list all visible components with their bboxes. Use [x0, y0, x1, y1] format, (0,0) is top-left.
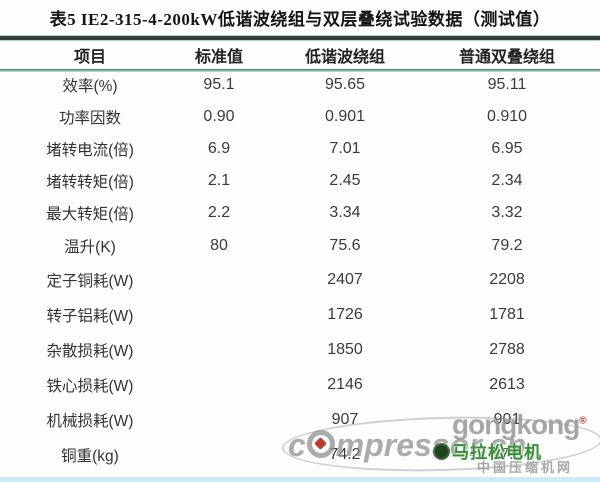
row-low-harmonic-value: 907 — [331, 410, 359, 428]
table-row: 堵转转矩(倍) 2.1 2.45 2.34 — [0, 165, 600, 197]
table-row: 转子铝耗(W) 1726 1781 — [0, 297, 600, 332]
table-row: 功率因数 0.90 0.901 0.910 — [0, 101, 600, 133]
row-double-lap-value: 95.11 — [487, 76, 527, 93]
row-double-lap-value: 2788 — [489, 340, 525, 358]
row-item-label: 铜重(kg) — [61, 447, 119, 465]
test-data-table: 项目 标准值 低谐波绕组 普通双叠绕组 效率(%) 95.1 95.65 95.… — [0, 41, 600, 472]
row-standard-value — [180, 332, 258, 367]
row-item-label: 效率(%) — [62, 78, 118, 95]
col-header-standard: 标准值 — [194, 49, 243, 66]
row-item-label: 杂散损耗(W) — [46, 342, 134, 360]
row-standard-value — [180, 262, 258, 297]
row-standard-value — [180, 402, 258, 437]
table-row: 效率(%) 95.1 95.65 95.11 — [0, 69, 600, 101]
table-row: 最大转矩(倍) 2.2 3.34 3.32 — [0, 197, 600, 229]
row-low-harmonic-value: 2407 — [327, 270, 363, 288]
row-standard-value: 0.90 — [203, 108, 235, 125]
table-row: 温升(K) 80 75.6 79.2 — [0, 229, 600, 262]
row-low-harmonic-value: 1726 — [327, 305, 363, 323]
table-header-rule — [0, 69, 600, 72]
row-standard-value: 80 — [210, 236, 228, 254]
row-item-label: 转子铝耗(W) — [46, 307, 134, 325]
row-low-harmonic-value: 2.45 — [329, 172, 361, 189]
row-double-lap-value: 79.2 — [491, 236, 523, 254]
row-standard-value — [180, 297, 258, 332]
table-row: 铜重(kg) 74.2 87.6 — [0, 437, 600, 472]
row-low-harmonic-value: 1850 — [327, 340, 363, 358]
row-low-harmonic-value: 95.65 — [324, 76, 366, 93]
table-row: 定子铜耗(W) 2407 2208 — [0, 262, 600, 297]
row-item-label: 机械损耗(W) — [46, 412, 134, 430]
row-low-harmonic-value: 75.6 — [329, 236, 361, 254]
row-item-label: 定子铜耗(W) — [46, 272, 134, 290]
row-low-harmonic-value: 0.901 — [324, 108, 366, 125]
row-double-lap-value: 0.910 — [486, 108, 528, 125]
table-row: 杂散损耗(W) 1850 2788 — [0, 332, 600, 367]
row-double-lap-value: 3.32 — [491, 204, 523, 221]
row-item-label: 堵转转矩(倍) — [46, 174, 134, 191]
row-standard-value: 95.1 — [203, 76, 235, 93]
row-standard-value — [180, 367, 258, 402]
row-low-harmonic-value: 2146 — [327, 375, 363, 393]
bottom-edge-strip — [0, 477, 600, 482]
table-top-rule — [0, 35, 600, 41]
col-header-double-lap: 普通双叠绕组 — [458, 49, 555, 66]
row-standard-value — [180, 437, 258, 472]
table-title: 表5 IE2-315-4-200kW低谐波绕组与双层叠绕试验数据（测试值） — [49, 10, 551, 29]
row-low-harmonic-value: 74.2 — [329, 445, 361, 463]
row-double-lap-value: 1781 — [489, 305, 525, 323]
row-item-label: 堵转电流(倍) — [46, 142, 134, 159]
row-double-lap-value: 2208 — [489, 270, 525, 288]
header-row: 项目 标准值 低谐波绕组 普通双叠绕组 — [0, 41, 600, 69]
row-item-label: 温升(K) — [64, 238, 116, 256]
row-item-label: 最大转矩(倍) — [46, 206, 134, 223]
row-double-lap-value: 2613 — [489, 375, 525, 393]
row-item-label: 功率因数 — [58, 110, 121, 127]
row-low-harmonic-value: 7.01 — [329, 140, 361, 157]
row-item-label: 铁心损耗(W) — [46, 377, 134, 395]
row-double-lap-value: 87.6 — [491, 445, 523, 463]
row-double-lap-value: 901 — [493, 410, 521, 428]
col-header-low-harmonic: 低谐波绕组 — [304, 49, 385, 66]
row-standard-value: 2.1 — [207, 172, 231, 189]
row-standard-value: 2.2 — [207, 204, 231, 221]
table-row: 机械损耗(W) 907 901 — [0, 402, 600, 437]
table-row: 铁心损耗(W) 2146 2613 — [0, 367, 600, 402]
col-header-item: 项目 — [73, 49, 106, 66]
table-row: 堵转电流(倍) 6.9 7.01 6.95 — [0, 133, 600, 165]
row-double-lap-value: 6.95 — [491, 140, 523, 157]
row-low-harmonic-value: 3.34 — [329, 204, 361, 221]
row-standard-value: 6.9 — [207, 140, 231, 157]
row-double-lap-value: 2.34 — [491, 172, 523, 189]
